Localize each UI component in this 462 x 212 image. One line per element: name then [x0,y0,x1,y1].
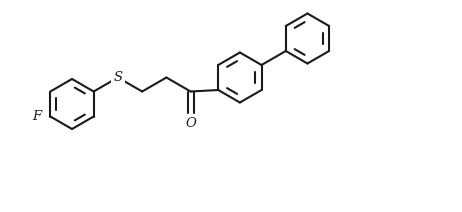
Text: O: O [185,117,196,130]
Text: S: S [113,71,122,84]
Text: F: F [32,110,42,123]
